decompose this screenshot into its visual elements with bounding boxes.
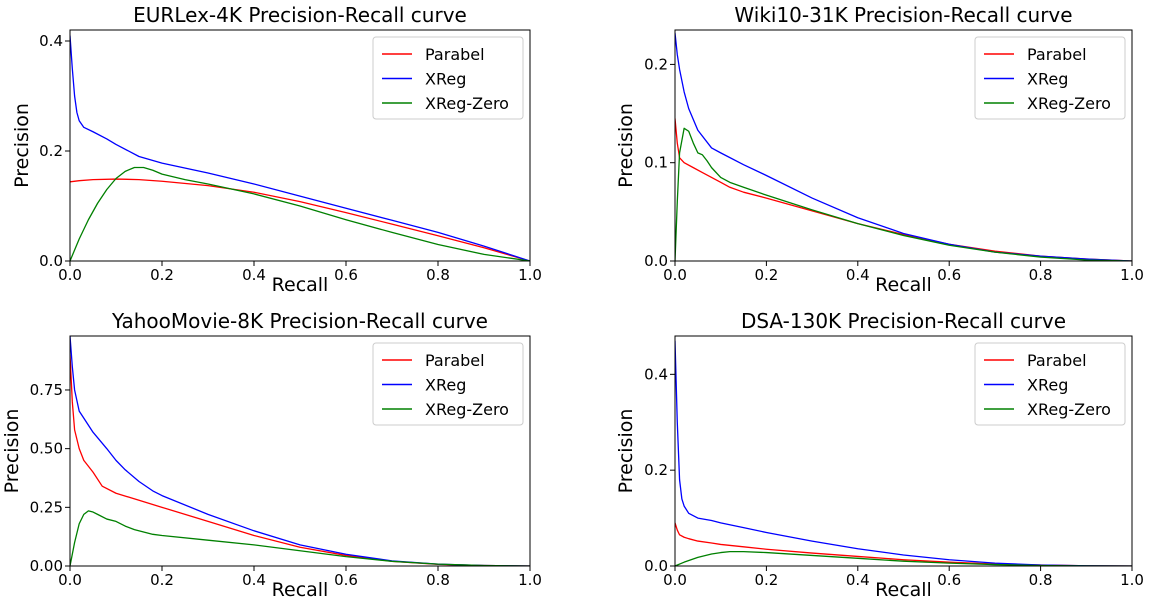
legend-entry: Parabel [425,351,485,370]
y-axis-label: Precision [615,103,637,188]
x-tick-label: 0.4 [242,571,266,589]
x-tick-label: 0.4 [846,571,870,589]
y-tick-label: 0.1 [644,154,668,172]
legend-entry: Parabel [1027,351,1087,370]
chart-panel-1: 0.0 0.2 0.4 0.6 0.8 1.0 0.0 0.2 0.4 EURLex-4K Pre… [11,3,542,296]
x-tick-label: 0.2 [754,571,778,589]
chart-title: EURLex-4K Precision-Recall curve [133,3,467,27]
y-tick-label: 0.4 [644,365,668,383]
x-tick-label: 0.6 [334,266,358,284]
x-tick-label: 1.0 [518,571,542,589]
series-line-xreg-zero [70,510,530,566]
y-tick-label: 0.25 [30,498,63,516]
x-tick-label: 1.0 [518,266,542,284]
legend-box [974,36,1126,120]
legend: Parabel XReg XReg-Zero [372,342,524,426]
legend-entry: XReg-Zero [425,94,509,113]
x-tick-label: 0.0 [663,571,687,589]
x-tick-label: 0.2 [150,571,174,589]
x-tick-label: 0.8 [1029,571,1053,589]
legend-entry: XReg-Zero [1027,400,1111,419]
y-tick-label: 0.2 [39,142,63,160]
chart-title: DSA-130K Precision-Recall curve [741,309,1066,333]
series-line-parabel [70,178,530,261]
x-axis-label: Recall [272,579,329,601]
y-axis-label: Precision [615,409,637,494]
x-tick-label: 0.6 [937,571,961,589]
x-tick-label: 0.8 [426,571,450,589]
x-tick-label: 1.0 [1120,266,1144,284]
x-tick-label: 0.6 [937,266,961,284]
chart-panel-4: 0.0 0.2 0.4 0.6 0.8 1.0 0.0 0.2 0.4 DSA-130K Prec… [615,309,1144,601]
y-axis-label: Precision [1,409,23,494]
x-tick-label: 0.4 [242,266,266,284]
x-tick-label: 0.0 [663,266,687,284]
series-line-parabel [675,522,1132,566]
legend: Parabel XReg XReg-Zero [974,36,1126,120]
legend-entry: XReg [1027,376,1068,395]
legend: Parabel XReg XReg-Zero [372,36,524,120]
x-tick-label: 0.8 [426,266,450,284]
chart-panel-2: 0.0 0.2 0.4 0.6 0.8 1.0 0.0 0.1 0.2 Wiki10-31K Pr… [615,3,1144,296]
series-group [675,340,1132,566]
series-line-xreg-zero [675,127,1132,261]
y-tick-label: 0.0 [644,557,668,575]
legend-box [974,342,1126,426]
x-axis-label: Recall [875,274,932,296]
y-axis-label: Precision [11,103,33,188]
axes-frame [674,29,1133,262]
series-line-xreg-zero [675,550,1132,566]
chart-panel-3: 0.0 0.2 0.4 0.6 0.8 1.0 0.00 0.25 0.50 0.75 YahooM… [1,309,542,601]
y-tick-label: 0.00 [30,557,63,575]
series-group [70,336,530,566]
series-line-xreg [70,336,530,566]
x-tick-label: 0.2 [754,266,778,284]
x-tick-label: 0.4 [846,266,870,284]
series-line-xreg-zero [70,166,530,261]
y-tick-label: 0.0 [644,252,668,270]
legend-entry: Parabel [425,45,485,64]
chart-title: Wiki10-31K Precision-Recall curve [734,3,1072,27]
legend-entry: Parabel [1027,45,1087,64]
series-line-xreg [70,35,530,261]
y-tick-label: 0.2 [644,461,668,479]
y-tick-label: 0.4 [39,32,63,50]
x-tick-label: 0.2 [150,266,174,284]
legend-box [372,342,524,426]
y-tick-label: 0.0 [39,252,63,270]
axes-frame [69,335,531,567]
x-axis-label: Recall [272,274,329,296]
y-tick-label: 0.75 [30,381,63,399]
legend-entry: XReg-Zero [425,400,509,419]
series-line-xreg [675,340,1132,566]
legend-entry: XReg [1027,70,1068,89]
x-tick-label: 0.0 [58,571,82,589]
legend-box [372,36,524,120]
legend-entry: XReg [425,376,466,395]
axes-frame [69,29,531,262]
x-tick-label: 0.8 [1029,266,1053,284]
legend: Parabel XReg XReg-Zero [974,342,1126,426]
x-tick-label: 0.0 [58,266,82,284]
series-line-parabel [675,118,1132,261]
legend-entry: XReg [425,70,466,89]
x-tick-label: 1.0 [1120,571,1144,589]
legend-entry: XReg-Zero [1027,94,1111,113]
y-tick-label: 0.50 [30,440,63,458]
x-tick-label: 0.6 [334,571,358,589]
series-group [70,35,530,261]
series-group [675,32,1132,261]
axes-frame [674,335,1133,567]
y-tick-label: 0.2 [644,55,668,73]
chart-title: YahooMovie-8K Precision-Recall curve [111,309,488,333]
x-axis-label: Recall [875,579,932,601]
